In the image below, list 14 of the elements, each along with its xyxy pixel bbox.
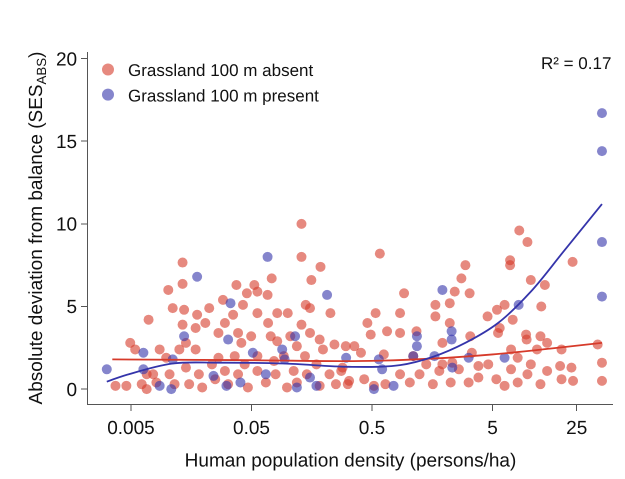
annotation: R² = 0.17: [541, 54, 612, 73]
x-axis-title: Human population density (persons/ha): [184, 450, 516, 472]
x-tick-label: 0.5: [358, 418, 386, 439]
y-tick-label: 15: [56, 132, 78, 153]
legend-label: Grassland 100 m present: [128, 86, 320, 106]
y-tick-label: 0: [66, 380, 78, 401]
x-tick-label: 5: [487, 418, 498, 439]
y-tick-label: 5: [66, 297, 78, 318]
x-tick-label: 0.05: [232, 418, 270, 439]
y-tick-label: 20: [56, 49, 78, 70]
y-tick-label: 10: [56, 214, 78, 236]
x-tick-label: 25: [566, 418, 588, 439]
legend-label: Grassland 100 m absent: [128, 61, 314, 80]
x-tick-label: 0.005: [107, 418, 155, 439]
